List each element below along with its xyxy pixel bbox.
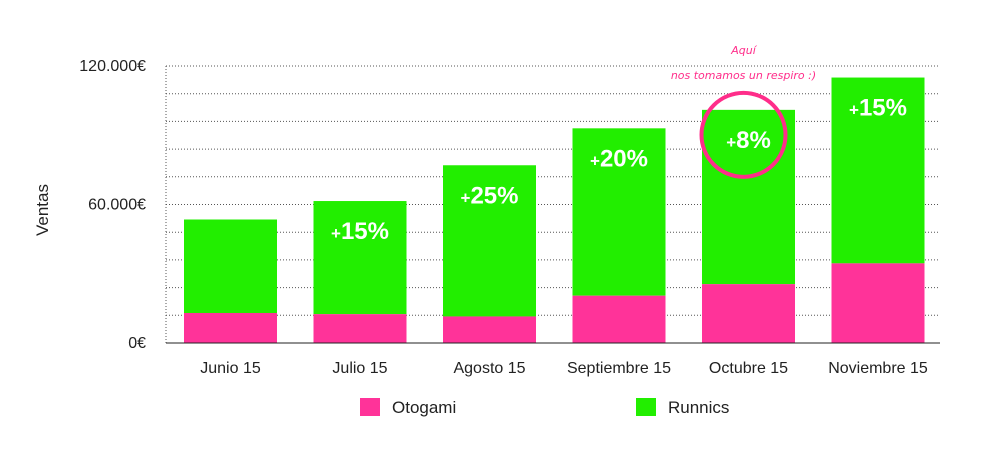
annotation: Aquí nos tomamos un respiro :) xyxy=(671,44,816,179)
gridlines xyxy=(165,65,940,343)
growth-label: +20% xyxy=(590,145,648,172)
bar-runnics xyxy=(184,219,277,313)
bar-runnics xyxy=(572,128,666,296)
bar-otogami xyxy=(313,314,407,343)
growth-label: +15% xyxy=(331,218,389,245)
x-tick-label: Junio 15 xyxy=(200,360,261,377)
bar-otogami xyxy=(184,312,277,343)
legend-swatch xyxy=(360,398,380,416)
legend-label: Runnics xyxy=(668,398,729,417)
legend-label: Otogami xyxy=(392,398,456,417)
annotation-circle xyxy=(699,90,788,179)
legend-swatch xyxy=(636,398,656,416)
bar-runnics xyxy=(313,201,407,315)
annotation-line-2: nos tomamos un respiro :) xyxy=(671,69,816,82)
x-tick-label: Agosto 15 xyxy=(453,360,525,377)
bar-otogami xyxy=(443,316,536,343)
bar-otogami xyxy=(831,263,925,343)
bars: +15% +25% +20% +8% +15% xyxy=(184,77,925,343)
legend: Otogami Runnics xyxy=(360,398,729,417)
x-tick-label: Noviembre 15 xyxy=(828,360,928,377)
bar-otogami xyxy=(702,284,795,343)
bar-runnics xyxy=(443,165,536,317)
y-tick-label: 120.000€ xyxy=(79,58,146,75)
y-axis-ticks: 0€ 60.000€ 120.000€ xyxy=(79,58,146,352)
y-axis-label: Ventas xyxy=(33,184,52,236)
bar-otogami xyxy=(572,295,666,343)
x-tick-label: Octubre 15 xyxy=(709,360,788,377)
x-axis-labels: Junio 15 Julio 15 Agosto 15 Septiembre 15 Oc… xyxy=(200,360,928,377)
growth-label: +15% xyxy=(849,95,907,122)
growth-label: +8% xyxy=(726,127,771,154)
growth-label: +25% xyxy=(461,182,519,209)
x-tick-label: Septiembre 15 xyxy=(567,360,671,377)
y-tick-label: 0€ xyxy=(128,335,146,352)
bar-runnics xyxy=(831,77,925,264)
annotation-line-1: Aquí xyxy=(730,44,757,57)
x-tick-label: Julio 15 xyxy=(332,360,387,377)
y-tick-label: 60.000€ xyxy=(88,197,146,214)
bar-runnics xyxy=(702,109,795,285)
